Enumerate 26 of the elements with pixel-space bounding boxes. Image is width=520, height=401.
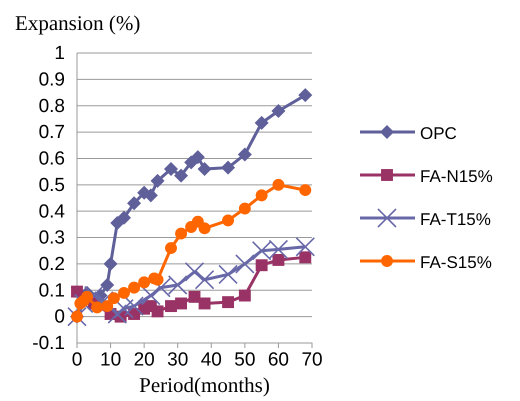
y-tick-label: 0.1 bbox=[38, 280, 65, 302]
x-tick-label: 70 bbox=[301, 349, 323, 370]
y-tick-label: 0.5 bbox=[38, 174, 65, 196]
y-tick-label: 0.8 bbox=[38, 96, 65, 117]
x-tick-label: 60 bbox=[268, 349, 289, 370]
x-tick-label: 50 bbox=[234, 349, 256, 370]
x-axis-title: Period(months) bbox=[139, 373, 270, 397]
y-tick-label: 0.6 bbox=[38, 148, 65, 170]
legend-label: OPC bbox=[420, 124, 457, 143]
y-tick-label: 0.7 bbox=[38, 122, 65, 144]
legend-label: FA-N15% bbox=[420, 167, 493, 186]
x-tick-label: 10 bbox=[100, 349, 122, 370]
y-tick-label: 0.2 bbox=[38, 254, 65, 275]
x-tick-label: 0 bbox=[72, 349, 82, 370]
legend-label: FA-S15% bbox=[420, 253, 492, 272]
y-tick-label: -0.1 bbox=[32, 333, 65, 354]
y-axis-title: Expansion (%) bbox=[15, 11, 140, 35]
y-tick-label: 0 bbox=[54, 306, 65, 328]
y-tick-label: 0.4 bbox=[38, 201, 66, 222]
y-tick-label: 1 bbox=[54, 43, 65, 64]
y-tick-label: 0.9 bbox=[38, 69, 65, 90]
legend-label: FA-T15% bbox=[420, 210, 491, 229]
x-tick-label: 40 bbox=[200, 349, 222, 370]
x-tick-label: 20 bbox=[134, 349, 155, 370]
x-tick-label: 30 bbox=[167, 349, 188, 370]
y-tick-label: 0.3 bbox=[38, 228, 65, 249]
